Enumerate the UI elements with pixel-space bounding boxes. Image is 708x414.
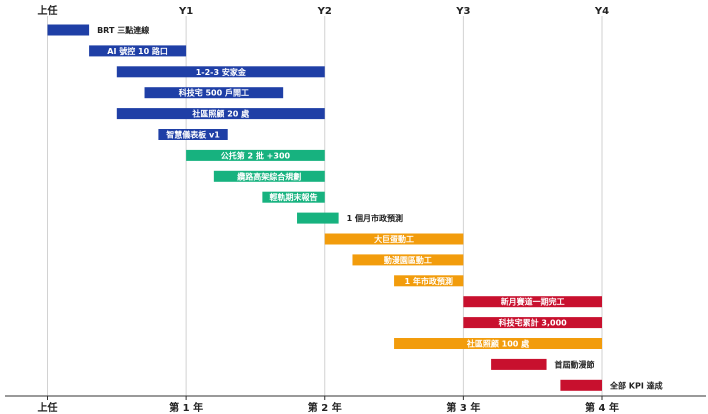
- task-label-15: 社區照顧 100 處: [466, 339, 530, 349]
- task-label-1: AI 號控 10 路口: [107, 46, 168, 56]
- top-tick-label-2: Y2: [317, 6, 332, 17]
- task-label-7: 纜路高架綜合規劃: [237, 171, 301, 181]
- task-label-16: 首屆動漫節: [555, 359, 595, 369]
- x-tick-label-1: 第 1 年: [169, 401, 203, 414]
- task-bar-14: [463, 317, 602, 329]
- x-tick-label-4: 第 4 年: [585, 401, 619, 414]
- task-bar-5: [158, 129, 228, 140]
- task-label-5: 智慧儀表板 v1: [166, 130, 220, 140]
- task-bar-10: [324, 233, 464, 245]
- task-label-9: 1 個月市政預測: [347, 213, 403, 223]
- task-label-4: 社區照顧 20 處: [191, 109, 250, 119]
- task-bar-7: [213, 170, 325, 182]
- task-bar-0: [47, 24, 90, 36]
- task-label-13: 新月賽道一期完工: [501, 297, 565, 307]
- task-label-17: 全部 KPI 達成: [609, 380, 663, 390]
- task-label-8: 輕軌期末報告: [270, 192, 318, 202]
- top-tick-label-3: Y3: [455, 6, 470, 17]
- task-label-10: 大巨蛋動工: [374, 234, 414, 244]
- task-bar-16: [491, 358, 547, 370]
- task-bar-1: [89, 45, 187, 57]
- task-bar-17: [560, 379, 602, 391]
- x-tick-label-3: 第 3 年: [446, 401, 480, 414]
- task-bar-13: [463, 296, 602, 308]
- task-bar-12: [394, 275, 464, 287]
- x-tick-label-0: 上任: [38, 401, 58, 414]
- x-axis: 上任 Y1 Y2 Y3 Y4上任第 1 年第 2 年第 3 年第 4 年: [5, 4, 706, 414]
- task-bar-3: [144, 87, 284, 99]
- task-bar-11: [352, 254, 464, 266]
- task-label-12: 1 年市政預測: [405, 276, 453, 286]
- task-label-2: 1-2-3 安家金: [196, 67, 247, 77]
- task-label-6: 公托第 2 批 +300: [221, 150, 291, 160]
- task-bar-15: [394, 338, 602, 349]
- task-label-14: 科技宅累計 3,000: [499, 318, 568, 328]
- task-label-0: BRT 三點連線: [97, 25, 149, 35]
- x-tick-label-2: 第 2 年: [308, 401, 342, 414]
- top-tick-label-4: Y4: [594, 6, 609, 17]
- grid-lines: [47, 16, 603, 396]
- task-bar-8: [262, 191, 325, 203]
- task-bar-9: [297, 212, 339, 224]
- task-bar-4: [116, 108, 325, 120]
- task-bar-6: [186, 149, 325, 161]
- task-label-11: 動漫園區動工: [384, 255, 432, 265]
- task-label-3: 科技宅 500 戶開工: [179, 88, 249, 98]
- top-tick-label-1: Y1: [178, 6, 193, 17]
- task-bars: [47, 24, 602, 391]
- top-tick-label-0: 上任: [38, 4, 58, 17]
- task-bar-2: [116, 66, 325, 78]
